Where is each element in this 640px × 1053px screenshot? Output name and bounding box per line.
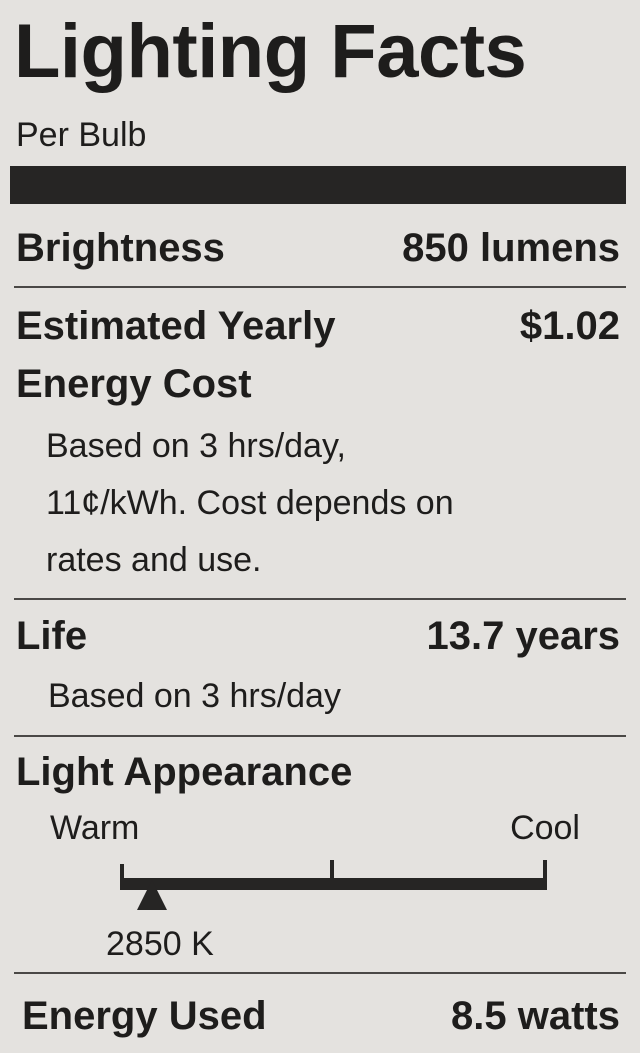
warm-label: Warm [50,809,140,847]
cost-label-line1: Estimated Yearly [16,304,336,348]
cool-label: Cool [510,809,580,847]
cost-label-line2: Energy Cost [16,362,252,406]
scale-bar [120,878,547,890]
scale-tick-mid [330,860,334,884]
color-temperature-value: 2850 K [106,925,214,963]
color-temperature-marker [136,880,167,910]
cost-note-2: 11¢/kWh. Cost depends on [46,484,454,522]
divider [14,598,626,600]
life-label: Life [16,614,88,658]
scale-tick-right [543,860,547,890]
energy-value: 8.5 watts [451,994,620,1038]
brightness-value: 850 lumens [402,226,620,270]
energy-label: Energy Used [22,994,267,1038]
divider [14,972,626,974]
cost-value: $1.02 [519,304,620,348]
divider [14,286,626,288]
cost-note-3: rates and use. [46,541,262,579]
label-subtitle: Per Bulb [16,116,147,154]
thick-divider [10,166,626,204]
label-title: Lighting Facts [14,9,527,94]
appearance-label: Light Appearance [16,750,353,794]
divider [14,735,626,737]
life-value: 13.7 years [426,614,620,658]
brightness-label: Brightness [16,226,225,270]
life-note: Based on 3 hrs/day [48,677,341,715]
cost-note-1: Based on 3 hrs/day, [46,427,346,465]
scale-tick-left [120,864,124,890]
